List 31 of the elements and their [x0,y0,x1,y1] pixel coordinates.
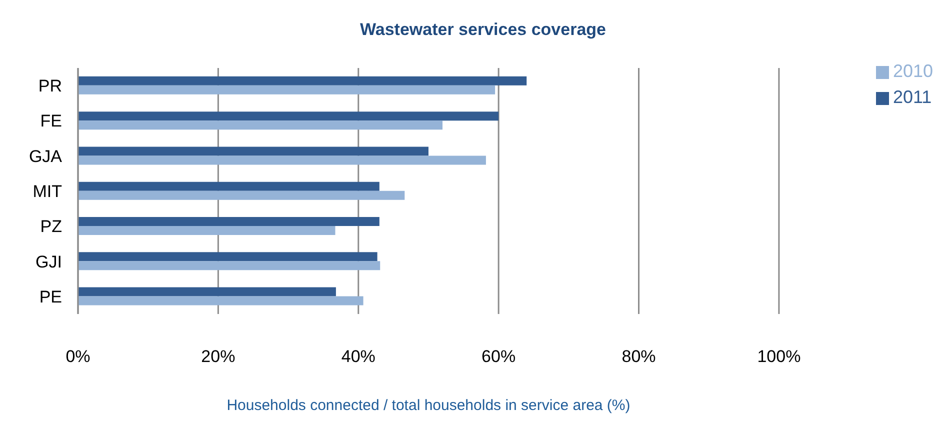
y-tick-label: PE [39,287,62,306]
y-tick-label: GJI [36,252,62,272]
x-tick-label: 40% [341,347,376,366]
y-tick-label: GJA [28,146,63,166]
bar [78,287,336,296]
legend-label: 2010 [892,61,933,81]
bar [78,217,380,226]
y-tick-label: PR [38,76,62,96]
legend-label: 2011 [892,87,932,107]
x-tick-label: 20% [201,347,236,366]
x-tick-label: 0% [66,347,90,366]
bar [78,261,380,270]
x-axis-title: Households connected / total households in service area (%) [226,397,630,414]
bar [78,252,378,262]
y-tick-label: PZ [40,217,62,236]
bar [78,85,496,94]
x-tick-label: 100% [757,347,801,366]
y-tick-label: FE [40,112,62,131]
bar [78,120,442,130]
bar [78,112,499,121]
bar [78,226,336,236]
bar [78,76,527,86]
bar [78,182,380,191]
x-tick-label: 60% [482,347,516,366]
bar [78,296,364,306]
bar [78,156,486,165]
y-tick-label: MIT [32,182,62,202]
bar [78,190,405,200]
bar [78,146,428,156]
chart-title: Wastewater services coverage [358,20,608,40]
x-tick-label: 80% [622,347,656,366]
